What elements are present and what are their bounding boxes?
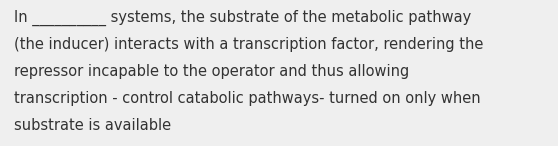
Text: (the inducer) interacts with a transcription factor, rendering the: (the inducer) interacts with a transcrip…: [14, 37, 483, 52]
Text: substrate is available: substrate is available: [14, 118, 171, 133]
Text: repressor incapable to the operator and thus allowing: repressor incapable to the operator and …: [14, 64, 409, 79]
Text: transcription - control catabolic pathways- turned on only when: transcription - control catabolic pathwa…: [14, 91, 480, 106]
Text: In __________ systems, the substrate of the metabolic pathway: In __________ systems, the substrate of …: [14, 10, 471, 26]
